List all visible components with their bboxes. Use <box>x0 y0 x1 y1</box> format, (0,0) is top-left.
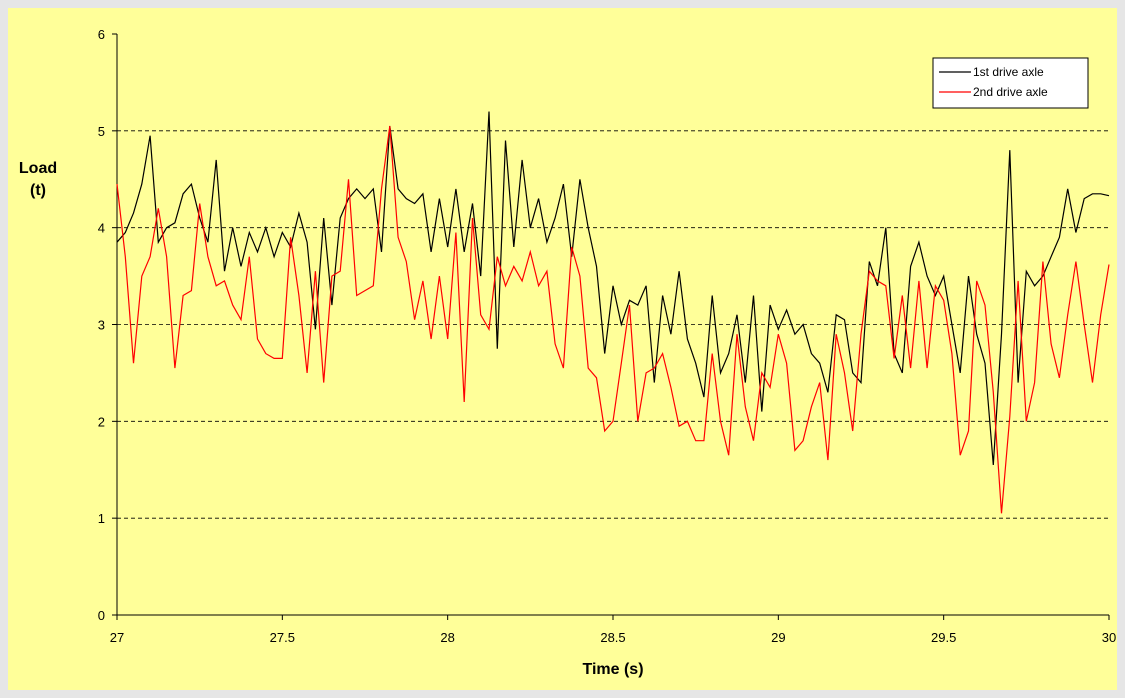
x-tick-label: 28.5 <box>600 630 625 645</box>
x-tick-label: 28 <box>440 630 454 645</box>
legend-label: 1st drive axle <box>973 65 1044 79</box>
x-tick-label: 27 <box>110 630 124 645</box>
y-axis-label: Load (t) <box>18 160 58 199</box>
legend-box <box>932 57 1089 109</box>
series-line <box>116 125 1110 514</box>
y-tick-label: 4 <box>98 221 105 236</box>
x-axis-label: Time (s) <box>582 661 643 678</box>
series-line <box>116 111 1110 465</box>
legend-label: 2nd drive axle <box>973 85 1048 99</box>
x-tick-label: 29.5 <box>931 630 956 645</box>
y-tick-label: 0 <box>98 608 105 623</box>
y-tick-label: 3 <box>98 318 105 333</box>
y-tick-label: 2 <box>98 414 105 429</box>
x-tick-label: 29 <box>771 630 785 645</box>
x-tick-label: 30 <box>1102 630 1116 645</box>
y-tick-label: 6 <box>98 27 105 42</box>
x-tick-label: 27.5 <box>270 630 295 645</box>
y-tick-label: 1 <box>98 511 105 526</box>
y-tick-label: 5 <box>98 124 105 139</box>
chart-area <box>8 8 1117 690</box>
